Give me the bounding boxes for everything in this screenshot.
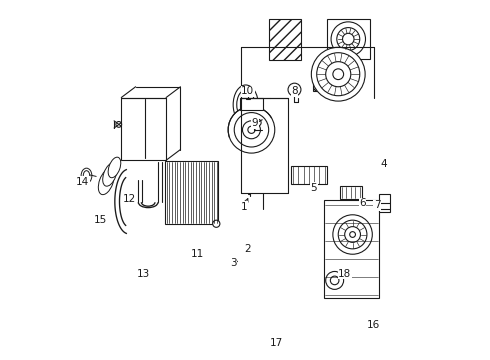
Text: 9: 9 [252,118,258,128]
Ellipse shape [98,169,114,195]
Text: 14: 14 [76,177,90,187]
Text: 3: 3 [230,258,237,268]
Bar [240,98,263,110]
Circle shape [326,62,351,87]
Circle shape [243,121,260,139]
Ellipse shape [237,90,255,120]
Circle shape [343,33,354,45]
Ellipse shape [81,168,92,183]
Circle shape [292,87,297,93]
Circle shape [234,113,269,147]
Text: 2: 2 [245,244,251,254]
Text: 8: 8 [291,86,298,96]
Circle shape [213,220,220,227]
Text: 11: 11 [191,248,204,258]
Text: 10: 10 [241,86,254,96]
Circle shape [350,231,355,237]
Ellipse shape [233,85,258,125]
Circle shape [317,53,360,96]
Bar [122,98,166,160]
Bar [291,166,327,184]
Text: 17: 17 [270,338,283,348]
Circle shape [228,107,275,153]
Circle shape [248,126,255,134]
Text: 13: 13 [137,269,150,279]
Circle shape [244,87,252,95]
Text: 7: 7 [374,200,380,210]
Text: 16: 16 [367,320,380,330]
Bar [270,19,301,60]
Circle shape [116,122,122,127]
Ellipse shape [103,163,117,186]
Text: 5: 5 [311,183,317,193]
Circle shape [333,215,372,254]
Circle shape [326,271,343,289]
Circle shape [311,47,365,101]
Ellipse shape [108,157,121,178]
Circle shape [254,119,261,126]
Text: 1: 1 [241,202,247,212]
Ellipse shape [83,171,90,181]
Circle shape [245,89,250,93]
Bar [324,200,379,298]
Circle shape [344,226,361,242]
Bar [327,19,370,59]
Text: 18: 18 [338,269,351,279]
Text: 12: 12 [123,194,136,204]
Circle shape [333,69,343,80]
Circle shape [337,28,360,50]
Circle shape [331,22,366,56]
Text: 4: 4 [381,159,388,169]
Bar [379,194,390,212]
Bar [313,70,343,91]
Bar [340,186,362,199]
Bar [166,161,219,224]
Circle shape [330,276,339,285]
Circle shape [288,83,301,96]
Text: 15: 15 [94,215,107,225]
Circle shape [338,220,367,249]
Text: 6: 6 [359,198,366,208]
